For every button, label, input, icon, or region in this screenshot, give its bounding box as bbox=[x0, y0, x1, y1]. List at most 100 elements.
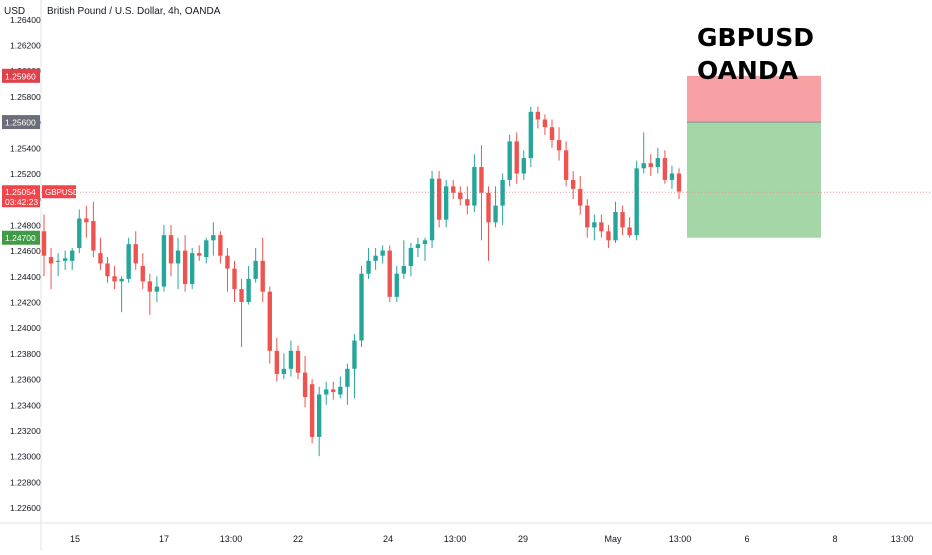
candle-body bbox=[197, 253, 202, 256]
candle-body bbox=[295, 350, 301, 373]
take-profit-zone[interactable] bbox=[687, 122, 821, 238]
candle bbox=[641, 132, 646, 174]
candles bbox=[41, 106, 682, 457]
candle-body bbox=[232, 268, 237, 290]
candle bbox=[676, 168, 682, 200]
candle-body bbox=[500, 179, 505, 206]
position-tool[interactable] bbox=[687, 75, 821, 238]
target-price-badge bbox=[2, 230, 40, 245]
candle bbox=[535, 106, 541, 129]
candle bbox=[211, 222, 216, 256]
annotation-title-line-2: OANDA bbox=[697, 56, 799, 85]
x-tick-label: 13:00 bbox=[220, 534, 243, 544]
current-price-value: 1.25054 bbox=[5, 187, 36, 197]
candle bbox=[366, 248, 371, 279]
candle bbox=[507, 134, 512, 187]
x-tick-label: 22 bbox=[293, 534, 303, 544]
candle-body bbox=[175, 250, 181, 264]
candle-body bbox=[338, 386, 343, 395]
chart-title: British Pound / U.S. Dollar, 4h, OANDA bbox=[47, 6, 221, 17]
symbol-tag bbox=[42, 185, 76, 199]
candle-body bbox=[514, 141, 519, 174]
candle bbox=[458, 186, 463, 206]
candle bbox=[267, 286, 272, 364]
candle-body bbox=[493, 205, 498, 223]
candle-body bbox=[380, 250, 385, 256]
candle bbox=[401, 240, 407, 279]
candle bbox=[189, 248, 195, 290]
candle bbox=[556, 127, 562, 161]
x-tick-label: 13:00 bbox=[444, 534, 467, 544]
candle bbox=[91, 201, 96, 258]
candle-body bbox=[112, 276, 117, 282]
y-tick-label: 1.23400 bbox=[10, 400, 41, 410]
currency-label: USD bbox=[4, 6, 25, 17]
candle-body bbox=[620, 212, 625, 228]
candle bbox=[218, 231, 223, 264]
candle-body bbox=[182, 250, 188, 284]
candle bbox=[112, 265, 117, 290]
y-tick-label: 1.26400 bbox=[10, 15, 41, 25]
candle bbox=[352, 334, 357, 399]
candle-body bbox=[91, 221, 96, 251]
candle-body bbox=[429, 178, 435, 241]
current-price-badge bbox=[2, 185, 40, 208]
stop-loss-zone[interactable] bbox=[687, 75, 821, 123]
x-tick-label: 13:00 bbox=[891, 534, 914, 544]
x-tick-label: 15 bbox=[70, 534, 80, 544]
entry-price-value: 1.25600 bbox=[5, 118, 36, 128]
candle bbox=[133, 231, 138, 270]
candle-body bbox=[408, 248, 414, 266]
candle-body bbox=[168, 235, 174, 264]
candle-body bbox=[373, 255, 378, 261]
candle bbox=[415, 237, 421, 258]
candle bbox=[204, 237, 209, 264]
candle bbox=[380, 245, 385, 264]
y-tick-label: 1.22600 bbox=[10, 503, 41, 513]
candle bbox=[429, 170, 435, 249]
candle bbox=[627, 217, 632, 238]
x-tick-label: 24 bbox=[383, 534, 393, 544]
candle bbox=[288, 340, 294, 377]
candle bbox=[55, 253, 61, 277]
candle-body bbox=[274, 350, 280, 374]
time-axis[interactable]: 15 17 13:00 22 24 13:00 29 May 13:00 6 8 13:00 bbox=[70, 534, 913, 544]
candle bbox=[648, 154, 653, 177]
candle-body bbox=[281, 368, 287, 374]
candle bbox=[175, 237, 181, 290]
candle bbox=[472, 154, 477, 213]
annotation-title-line-1: GBPUSD bbox=[697, 23, 814, 52]
candle bbox=[147, 273, 153, 315]
y-tick-label: 1.24000 bbox=[10, 323, 41, 333]
candle-body bbox=[239, 289, 244, 302]
y-tick-label: 1.23200 bbox=[10, 426, 41, 436]
candle-body bbox=[126, 244, 131, 279]
x-tick-label: 6 bbox=[744, 534, 749, 544]
candle bbox=[599, 214, 604, 238]
candle-body bbox=[331, 389, 336, 392]
target-price-value: 1.24700 bbox=[5, 233, 36, 243]
candle-body bbox=[486, 192, 491, 223]
candle-body bbox=[316, 394, 322, 437]
candle bbox=[528, 106, 534, 168]
y-tick-label: 1.23600 bbox=[10, 375, 41, 385]
candle bbox=[77, 209, 82, 254]
candle-body bbox=[366, 260, 371, 274]
candle-body bbox=[401, 265, 407, 274]
candle-body bbox=[133, 244, 138, 264]
candle bbox=[500, 173, 505, 225]
candle bbox=[309, 379, 315, 444]
candle bbox=[331, 381, 336, 400]
candle bbox=[246, 265, 251, 305]
candle-body bbox=[458, 192, 463, 200]
candle bbox=[70, 248, 75, 270]
candle-body bbox=[119, 278, 124, 282]
candle bbox=[394, 265, 399, 302]
candle bbox=[161, 224, 167, 292]
candle bbox=[281, 353, 287, 380]
candle-body bbox=[41, 231, 47, 256]
candle bbox=[549, 119, 555, 148]
candle bbox=[570, 170, 576, 200]
